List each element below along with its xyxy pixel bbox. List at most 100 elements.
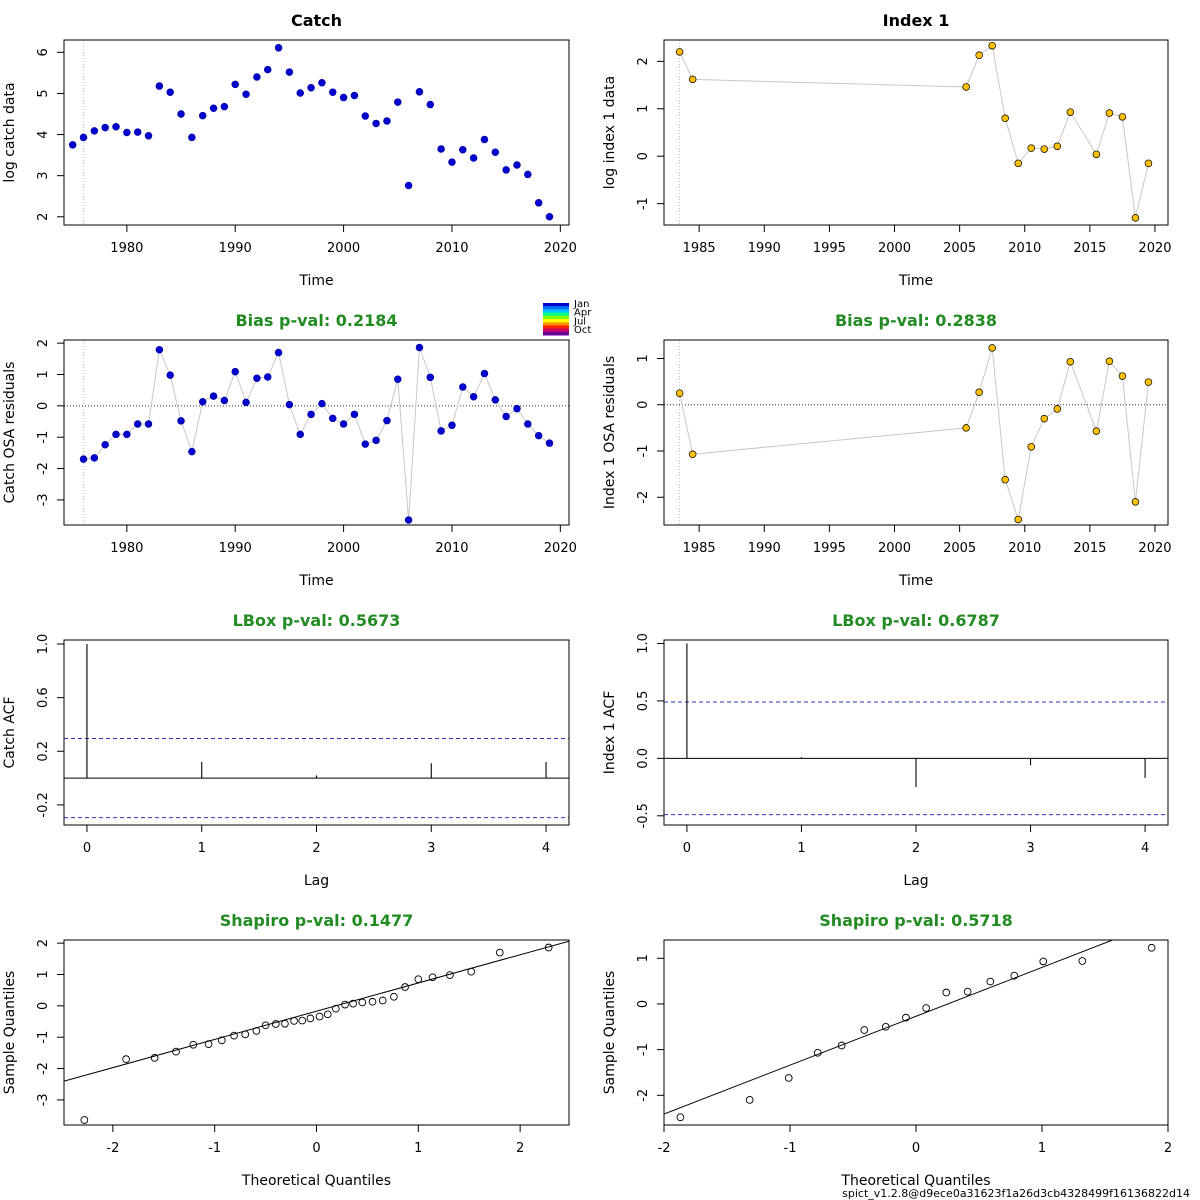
panel-title: Index 1 — [883, 11, 950, 30]
y-tick-label: 0.6 — [36, 687, 51, 708]
y-tick-label: 2 — [36, 939, 51, 947]
x-tick-label: 0 — [683, 841, 691, 856]
data-point — [437, 427, 445, 435]
data-point — [480, 369, 489, 378]
x-tick-label: 4 — [1141, 841, 1149, 856]
data-point — [688, 450, 697, 458]
qq-point — [368, 997, 377, 1006]
y-tick-label: 0 — [636, 401, 651, 409]
data-point — [1001, 114, 1009, 123]
data-point — [68, 141, 77, 149]
qq-point — [942, 988, 951, 997]
data-point — [1118, 372, 1127, 380]
plot-frame — [663, 939, 1169, 1126]
x-tick-label: -2 — [658, 1141, 671, 1156]
x-tick-label: 2010 — [435, 241, 468, 256]
x-axis: 1980 1990 2000 2010 2020 — [110, 525, 577, 556]
legend-label: Apr — [574, 308, 592, 319]
x-axis: 1985 1990 1995 2000 2005 2010 2015 2020 — [683, 225, 1172, 256]
y-axis-label: Catch OSA residuals — [2, 362, 18, 504]
data-point — [415, 343, 424, 352]
data-point — [1131, 498, 1140, 506]
y-axis-label: Catch ACF — [2, 696, 18, 768]
data-point — [394, 375, 402, 383]
data-point — [155, 82, 164, 90]
data-point — [383, 416, 391, 425]
data-point — [962, 424, 970, 432]
x-tick-label: 3 — [427, 841, 435, 856]
data-point — [1014, 159, 1022, 168]
qq-point — [922, 1004, 930, 1012]
data-point — [263, 373, 272, 381]
y-axis: -0.2 0.2 0.6 1.0 — [36, 634, 64, 818]
legend-swatch — [543, 331, 569, 336]
data-point — [459, 146, 467, 154]
y-tick-label: 1 — [36, 370, 51, 378]
data-point — [220, 102, 229, 111]
data-point — [688, 75, 697, 84]
data-point — [1027, 443, 1036, 451]
x-tick-label: 0 — [912, 1141, 920, 1156]
qq-point — [358, 998, 367, 1007]
y-tick-label: 0 — [36, 1002, 51, 1010]
data-point — [90, 127, 99, 135]
x-tick-label: 1 — [414, 1141, 422, 1156]
data-point — [177, 417, 185, 425]
qq-point — [902, 1013, 910, 1022]
data-point — [469, 154, 478, 162]
data-point — [1092, 150, 1101, 159]
qq-point — [676, 1113, 685, 1122]
plot-frame — [63, 39, 570, 226]
y-tick-label: -1 — [636, 445, 651, 458]
x-tick-label: 2000 — [878, 541, 911, 556]
y-tick-label: -0.2 — [36, 792, 51, 817]
x-tick-label: 1990 — [219, 541, 252, 556]
qq-point — [860, 1026, 869, 1034]
x-axis-label: Time — [298, 573, 333, 589]
qq-point — [306, 1014, 315, 1023]
qq-point — [963, 987, 972, 996]
data-point — [480, 135, 489, 144]
panel-title: Shapiro p-val: 0.1477 — [220, 911, 414, 930]
x-tick-label: 1985 — [683, 541, 716, 556]
y-tick-label: 1.0 — [636, 633, 651, 654]
plot-area-index-acf — [664, 643, 1168, 816]
x-tick-label: 2015 — [1073, 241, 1106, 256]
x-tick-label: 2020 — [544, 241, 577, 256]
panel-title: LBox p-val: 0.6787 — [832, 611, 1000, 630]
y-axis-label: Index 1 OSA residuals — [602, 356, 618, 509]
qq-point — [252, 1027, 261, 1035]
qq-point — [414, 975, 423, 984]
data-point — [394, 98, 402, 106]
plot-area-catch-acf — [64, 644, 569, 819]
y-axis: -2 -1 0 1 — [636, 354, 664, 504]
x-tick-label: 1990 — [748, 241, 781, 256]
data-point — [339, 420, 348, 428]
x-tick-label: 1995 — [813, 541, 846, 556]
x-axis: 1985 1990 1995 2000 2005 2010 2015 2020 — [683, 525, 1172, 556]
data-point — [1066, 108, 1075, 116]
data-point — [101, 123, 109, 132]
x-tick-label: -1 — [208, 1141, 221, 1156]
data-point — [198, 111, 207, 120]
data-point — [90, 454, 99, 462]
panel-index-qq: Shapiro p-val: 0.5718 Theoretical Quantil… — [602, 911, 1172, 1189]
data-point — [448, 421, 456, 430]
y-tick-label: -1 — [36, 431, 51, 444]
y-tick-label: 5 — [36, 89, 51, 97]
data-point — [198, 398, 207, 406]
panel-index-acf: LBox p-val: 0.6787 Lag Index 1 ACF 0 1 2 3 4 -0.… — [602, 611, 1169, 889]
data-point — [1053, 405, 1062, 413]
footer-version: spict_v1.2.8@d9ece0a31623f1a26d3cb432849… — [842, 1187, 1190, 1200]
data-point — [133, 128, 142, 136]
legend-swatch — [543, 319, 569, 323]
data-point — [307, 83, 315, 92]
y-axis: -2 -1 0 1 — [636, 954, 664, 1102]
qq-point — [298, 1016, 307, 1025]
x-tick-label: 1 — [797, 841, 805, 856]
x-tick-label: 2020 — [544, 541, 577, 556]
y-tick-label: -2 — [36, 462, 51, 475]
data-point — [415, 88, 424, 96]
data-point — [988, 41, 996, 50]
x-tick-label: 2 — [516, 1141, 524, 1156]
